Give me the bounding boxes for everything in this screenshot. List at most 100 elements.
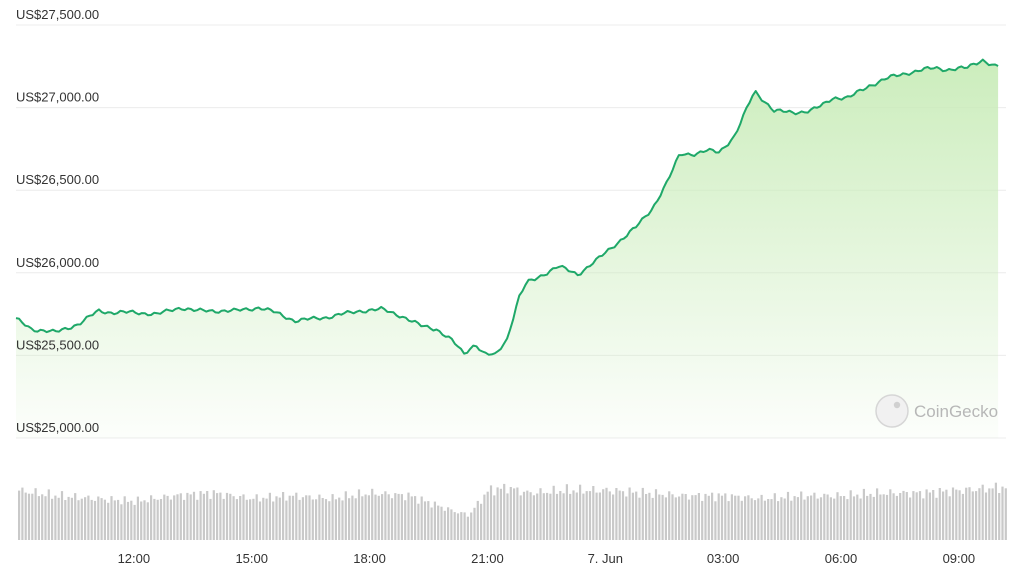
volume-bar: [311, 499, 314, 540]
volume-bar: [486, 491, 489, 540]
volume-bar: [526, 490, 529, 540]
x-tick-label: 06:00: [825, 551, 858, 566]
x-tick-label: 09:00: [943, 551, 976, 566]
volume-bar: [176, 494, 179, 540]
volume-bar: [565, 484, 568, 540]
volume-bar: [209, 498, 212, 540]
volume-bar: [651, 497, 654, 540]
volume-bar: [704, 493, 707, 540]
volume-bar: [579, 484, 582, 540]
volume-bar: [31, 493, 34, 540]
volume-bar: [777, 501, 780, 540]
volume-bar: [612, 494, 615, 540]
volume-bar: [225, 492, 229, 540]
volume-bar: [763, 500, 766, 540]
volume-bar: [829, 497, 832, 540]
volume-bar: [770, 499, 773, 540]
volume-bar: [681, 493, 684, 540]
y-tick-label: US$27,500.00: [16, 7, 99, 22]
x-tick-label: 12:00: [118, 551, 151, 566]
y-tick-label: US$25,000.00: [16, 420, 99, 435]
volume-bar: [460, 512, 463, 540]
volume-bar: [189, 494, 192, 540]
volume-bar: [909, 497, 912, 540]
volume-bar: [767, 499, 770, 540]
volume-bar: [41, 494, 44, 540]
volume-bar: [744, 496, 747, 540]
y-axis-ticks: US$25,000.00 US$25,500.00 US$26,000.00 US$2…: [16, 7, 99, 435]
volume-bar: [374, 494, 377, 540]
volume-bar: [24, 492, 27, 540]
volume-bar: [697, 493, 700, 540]
volume-bar: [433, 501, 436, 540]
volume-bar: [793, 496, 796, 540]
volume-bar: [410, 496, 413, 540]
volume-bar: [285, 500, 288, 540]
volume-bar: [212, 490, 215, 540]
volume-bar: [262, 497, 265, 540]
volume-bar: [602, 489, 605, 540]
volume-bar: [615, 488, 618, 540]
volume-bar: [397, 493, 400, 540]
volume-bar: [67, 496, 70, 540]
volume-bar: [423, 501, 427, 540]
volume-bar: [879, 494, 882, 540]
volume-bar: [625, 496, 628, 540]
volume-bar: [885, 494, 889, 540]
volume-bar: [671, 494, 674, 540]
volume-bar: [324, 499, 328, 540]
volume-bar: [315, 499, 318, 540]
volume-bar: [192, 491, 196, 540]
volume-bar: [549, 493, 552, 540]
volume-bar: [334, 499, 337, 540]
volume-bar: [503, 483, 506, 540]
volume-bar: [701, 500, 704, 540]
volume-bar: [529, 492, 532, 540]
volume-bar: [740, 500, 743, 540]
volume-bar: [899, 493, 902, 540]
volume-bar: [598, 492, 601, 540]
volume-bar: [295, 492, 298, 540]
volume-bar: [687, 499, 691, 540]
volume-bar: [430, 507, 433, 540]
volume-bar: [780, 497, 783, 540]
volume-bar: [463, 512, 466, 540]
volume-bar: [958, 490, 961, 540]
volume-bar: [965, 487, 968, 540]
volume-bar: [51, 498, 54, 540]
volume-bar: [945, 489, 948, 540]
volume-bar: [456, 513, 460, 540]
volume-bar: [394, 493, 397, 540]
volume-bar: [816, 498, 819, 540]
volume-bar: [321, 498, 324, 540]
volume-bar: [166, 495, 169, 540]
volume-bar: [107, 502, 110, 540]
volume-bar: [542, 493, 545, 540]
volume-bar: [120, 504, 123, 540]
volume-bar: [84, 497, 87, 540]
volume-bar: [483, 494, 486, 540]
volume-bar: [450, 509, 453, 540]
volume-bar: [113, 500, 116, 540]
volume-bar: [678, 496, 681, 540]
volume-bar: [631, 492, 634, 540]
volume-bar: [592, 486, 595, 540]
volume-bar: [628, 487, 631, 540]
volume-bar: [773, 493, 776, 540]
volume-bar: [575, 492, 578, 540]
price-area: [15, 58, 999, 438]
volume-bar: [588, 491, 592, 540]
volume-bar: [912, 491, 915, 540]
volume-bar: [288, 495, 291, 540]
volume-bar: [480, 503, 483, 540]
volume-bar: [516, 487, 519, 540]
volume-bar: [437, 505, 440, 540]
volume-bar: [87, 495, 90, 540]
volume-bar: [569, 493, 572, 540]
volume-bar: [585, 491, 588, 540]
volume-bar: [93, 500, 97, 540]
volume-bar: [123, 496, 126, 540]
y-tick-label: US$25,500.00: [16, 337, 99, 352]
volume-bar: [354, 498, 357, 540]
volume-bar: [892, 493, 895, 540]
